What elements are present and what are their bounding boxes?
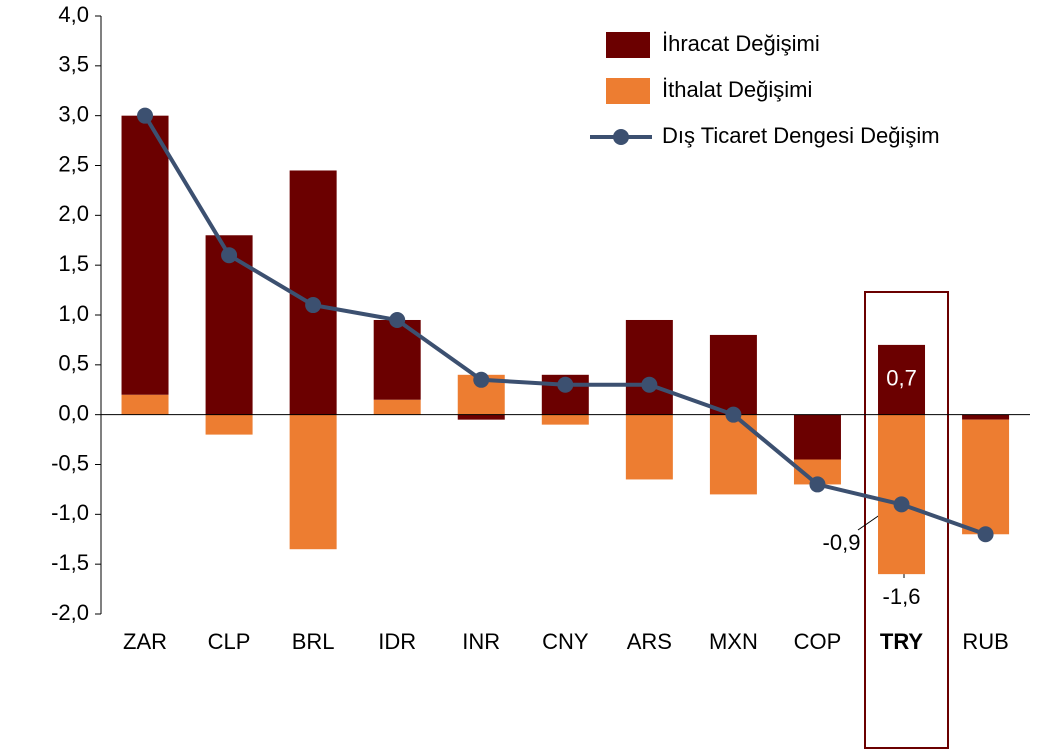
bar: [878, 414, 926, 575]
line-marker: [809, 476, 826, 493]
y-tick-label: -2,0: [51, 600, 89, 625]
line-marker: [473, 371, 490, 388]
line-marker: [137, 107, 154, 124]
bar: [373, 399, 421, 415]
x-tick-label: TRY: [880, 629, 924, 654]
line-marker: [641, 376, 658, 393]
line-marker: [725, 406, 742, 423]
x-tick-label: INR: [462, 629, 500, 654]
y-tick-label: 2,5: [58, 151, 89, 176]
bar: [962, 419, 1010, 535]
line-marker: [221, 247, 238, 264]
line: [143, 114, 987, 537]
bar: [793, 414, 841, 460]
y-tick-label: -1,0: [51, 500, 89, 525]
line-marker: [977, 526, 994, 543]
y-tick-label: 1,5: [58, 251, 89, 276]
data-label: -0,9: [823, 530, 861, 555]
data-label: -1,6: [883, 584, 921, 609]
bar: [457, 414, 505, 420]
x-tick-label: RUB: [962, 629, 1008, 654]
bar: [289, 414, 337, 550]
line-marker: [389, 311, 406, 328]
bar: [121, 394, 169, 415]
x-tick-label: ZAR: [123, 629, 167, 654]
bar: [205, 414, 253, 435]
y-tick-label: 0,5: [58, 351, 89, 376]
y-tick-label: -0,5: [51, 450, 89, 475]
bar: [289, 170, 337, 415]
bar: [962, 414, 1010, 420]
line-marker: [557, 376, 574, 393]
x-tick-label: MXN: [709, 629, 758, 654]
bar: [878, 344, 926, 415]
y-tick-label: -1,5: [51, 550, 89, 575]
legend-swatch: [606, 78, 650, 104]
x-tick-label: IDR: [378, 629, 416, 654]
legend-label: İthalat Değişimi: [662, 77, 812, 102]
bar: [541, 414, 589, 425]
bar: [625, 319, 673, 415]
legend-label: Dış Ticaret Dengesi Değişim: [662, 123, 940, 148]
x-tick-label: BRL: [292, 629, 335, 654]
x-tick-label: ARS: [627, 629, 672, 654]
y-tick-label: 2,0: [58, 201, 89, 226]
line-marker: [305, 297, 322, 314]
y-tick-label: 1,0: [58, 301, 89, 326]
x-tick-label: COP: [794, 629, 842, 654]
line-marker: [893, 496, 910, 513]
bar: [625, 414, 673, 480]
x-tick-label: CLP: [208, 629, 251, 654]
y-tick-label: 4,0: [58, 2, 89, 27]
bar: [121, 115, 169, 395]
legend-marker: [613, 129, 629, 145]
legend-label: İhracat Değişimi: [662, 31, 820, 56]
bar: [709, 334, 757, 415]
y-tick-label: 3,0: [58, 101, 89, 126]
x-tick-label: CNY: [542, 629, 589, 654]
y-tick-label: 0,0: [58, 400, 89, 425]
legend-swatch: [606, 32, 650, 58]
data-label: 0,7: [886, 366, 917, 391]
y-tick-label: 3,5: [58, 52, 89, 77]
